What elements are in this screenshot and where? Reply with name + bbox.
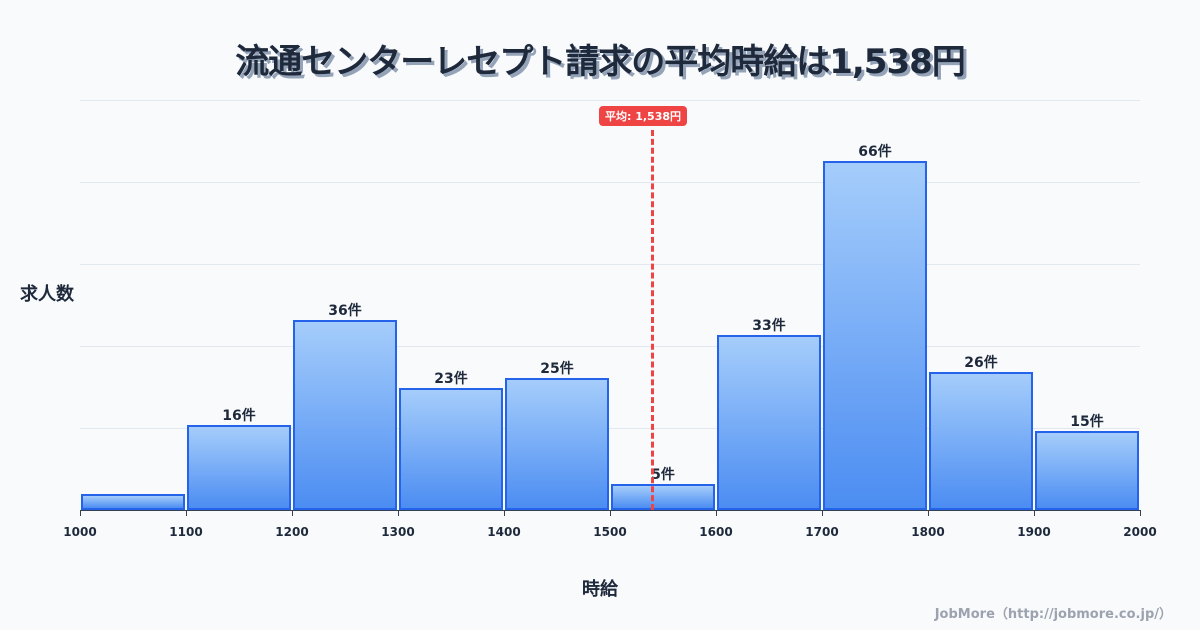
gridline [80,264,1140,265]
bar-value-label: 5件 [651,467,675,483]
x-tick-label: 2000 [1123,525,1157,539]
bar-value-label: 66件 [858,144,892,160]
gridline [80,100,1140,101]
x-tick-label: 1800 [911,525,945,539]
y-axis-label: 求人数 [20,284,74,305]
credit-text: JobMore（http://jobmore.co.jp/） [934,607,1172,622]
bar-value-label: 26件 [964,355,998,371]
x-tick [610,510,611,516]
bar-value-label: 33件 [752,318,786,334]
mean-line [651,130,654,510]
histogram-bar [1035,431,1139,510]
x-tick [398,510,399,516]
x-tick [716,510,717,516]
x-tick-label: 1300 [381,525,415,539]
x-axis-label: 時給 [582,579,618,600]
x-tick [928,510,929,516]
x-tick [186,510,187,516]
x-tick [80,510,81,516]
bar-value-label: 23件 [434,371,468,387]
x-tick [292,510,293,516]
gridline [80,428,1140,429]
histogram-bar [929,372,1033,510]
histogram-bar [187,425,291,510]
x-tick [1140,510,1141,516]
gridline [80,346,1140,347]
x-tick [822,510,823,516]
mean-badge: 平均: 1,538円 [599,106,688,126]
histogram-bar [81,494,185,510]
gridline [80,182,1140,183]
bar-value-label: 15件 [1070,414,1104,430]
histogram-bar [717,335,821,510]
x-tick-label: 1700 [805,525,839,539]
x-tick-label: 1100 [169,525,203,539]
histogram-bar [505,378,609,510]
bar-value-label: 25件 [540,361,574,377]
histogram-bar [399,388,503,510]
histogram-bar [293,320,397,510]
chart-title: 流通センターレセプト請求の平均時給は1,538円 [235,42,966,82]
x-tick-label: 1500 [593,525,627,539]
bar-value-label: 36件 [328,303,362,319]
x-tick [504,510,505,516]
x-tick-label: 1000 [63,525,97,539]
x-tick-label: 1400 [487,525,521,539]
x-tick-label: 1200 [275,525,309,539]
x-tick [1034,510,1035,516]
plot-area: 16件 36件 23件 25件 5件 33件 66件 26件 15件 [80,100,1140,510]
histogram-bar [611,484,715,510]
bar-value-label: 16件 [222,408,256,424]
x-tick-label: 1900 [1017,525,1051,539]
x-tick-label: 1600 [699,525,733,539]
histogram-bar [823,161,927,510]
